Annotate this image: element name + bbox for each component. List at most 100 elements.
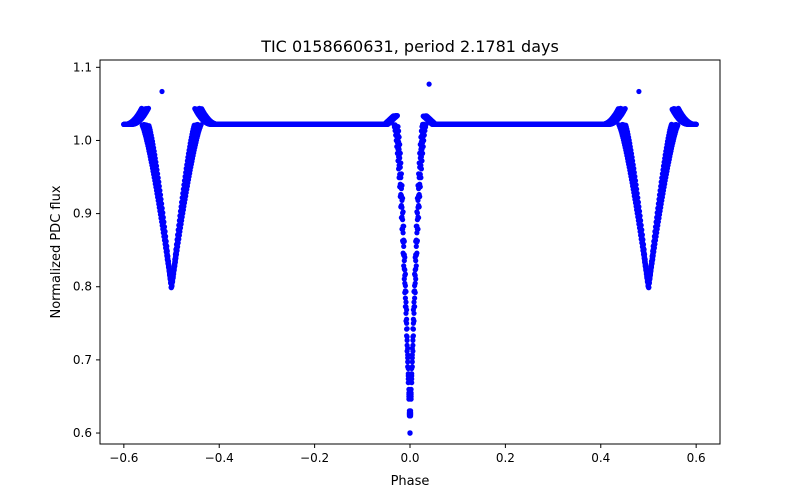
data-point — [410, 348, 416, 354]
data-point — [162, 228, 168, 235]
data-point — [401, 223, 407, 229]
data-point — [400, 217, 406, 223]
data-point — [412, 280, 418, 286]
data-point — [397, 141, 403, 148]
data-layer — [121, 81, 699, 436]
data-point — [409, 380, 415, 386]
data-point — [408, 413, 414, 419]
data-point — [395, 124, 401, 130]
data-point — [413, 263, 419, 269]
data-point — [410, 337, 416, 343]
data-point — [635, 199, 642, 205]
data-point — [170, 275, 176, 281]
data-point — [174, 247, 180, 254]
data-point — [412, 295, 418, 301]
data-point — [403, 299, 409, 305]
data-point — [198, 122, 204, 128]
data-point — [405, 355, 411, 361]
data-point — [163, 233, 169, 239]
data-point — [396, 128, 402, 134]
data-point — [172, 263, 178, 269]
data-point — [398, 160, 404, 166]
data-point — [171, 271, 177, 277]
data-point — [410, 333, 416, 339]
data-point — [409, 359, 415, 365]
data-point — [402, 271, 408, 277]
data-point — [409, 364, 415, 370]
data-point — [420, 150, 426, 156]
data-point — [419, 158, 425, 164]
data-point — [158, 196, 164, 202]
data-point — [160, 210, 166, 216]
data-point — [403, 289, 409, 295]
data-point — [402, 283, 408, 289]
data-point — [411, 310, 417, 316]
data-point — [400, 209, 406, 215]
data-point — [412, 290, 418, 296]
data-point — [423, 122, 429, 128]
data-point — [394, 113, 400, 119]
data-point — [405, 345, 411, 351]
data-point — [160, 214, 166, 220]
data-point — [415, 226, 421, 232]
data-point — [404, 326, 410, 332]
data-point — [172, 259, 178, 265]
chart-title: TIC 0158660631, period 2.1781 days — [260, 37, 559, 56]
data-point — [414, 250, 420, 256]
data-point — [408, 396, 414, 402]
data-point — [414, 238, 420, 244]
data-point — [416, 204, 422, 210]
data-point — [405, 359, 411, 365]
data-point — [637, 213, 643, 219]
data-point — [404, 307, 410, 313]
data-point — [404, 334, 410, 340]
data-point — [416, 215, 422, 221]
data-point — [156, 179, 162, 185]
data-point — [400, 230, 406, 236]
data-point — [417, 184, 423, 190]
data-point — [404, 316, 410, 322]
data-point — [401, 243, 407, 249]
data-point — [407, 430, 413, 436]
data-point — [169, 279, 176, 285]
data-point — [410, 326, 416, 332]
data-point — [421, 132, 427, 138]
data-point — [173, 255, 179, 261]
data-point — [400, 195, 406, 201]
data-point — [397, 150, 403, 156]
data-point — [638, 217, 644, 224]
data-point — [411, 299, 417, 305]
data-point — [409, 376, 415, 382]
data-point — [399, 204, 405, 210]
data-point — [404, 337, 410, 343]
data-point — [163, 238, 169, 244]
data-point — [157, 187, 163, 194]
data-point — [399, 182, 405, 189]
data-point — [417, 194, 423, 200]
data-point — [161, 224, 168, 230]
data-point — [161, 219, 167, 225]
data-point — [421, 137, 427, 144]
data-point — [636, 204, 642, 210]
data-point — [402, 267, 408, 273]
data-point — [153, 163, 160, 169]
data-point — [155, 175, 161, 181]
data-point — [418, 175, 424, 181]
data-point — [412, 304, 418, 310]
data-point — [402, 254, 408, 260]
data-point — [159, 201, 165, 207]
data-point — [398, 171, 404, 177]
data-point — [636, 208, 643, 214]
data-point — [638, 222, 644, 228]
data-point — [169, 283, 175, 289]
data-point — [157, 192, 164, 198]
data-point — [159, 205, 165, 211]
data-point — [411, 318, 417, 324]
data-point — [409, 355, 415, 361]
data-point — [397, 155, 403, 161]
data-point — [622, 106, 628, 112]
data-point — [413, 258, 419, 264]
data-point — [396, 134, 402, 140]
